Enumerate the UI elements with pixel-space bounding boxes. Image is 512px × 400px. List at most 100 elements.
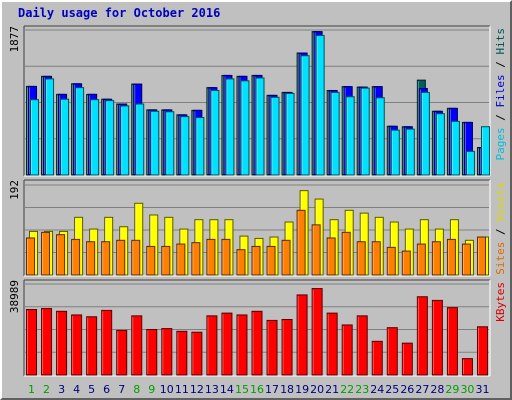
day-label-29: 29 bbox=[445, 383, 459, 396]
bar-pages-28 bbox=[435, 113, 445, 176]
bar-sites-9 bbox=[146, 245, 156, 276]
bar-kbytes-14 bbox=[221, 312, 233, 376]
bar-sites-19 bbox=[296, 209, 306, 276]
legend-item-pages: Pages bbox=[494, 127, 507, 160]
legend-separator: / bbox=[494, 108, 507, 128]
bar-pages-26 bbox=[405, 128, 415, 176]
bar-kbytes-19 bbox=[296, 294, 308, 376]
bar-kbytes-2 bbox=[41, 308, 53, 376]
bar-pages-6 bbox=[105, 100, 115, 176]
bar-pages-2 bbox=[45, 78, 55, 176]
legend-separator: / bbox=[494, 222, 507, 242]
bar-sites-14 bbox=[221, 238, 231, 276]
bar-pages-8 bbox=[135, 103, 145, 176]
bar-sites-27 bbox=[416, 243, 426, 276]
day-label-4: 4 bbox=[73, 383, 80, 396]
day-label-10: 10 bbox=[160, 383, 174, 396]
bar-pages-30 bbox=[465, 150, 475, 176]
bar-sites-20 bbox=[311, 224, 321, 276]
day-label-25: 25 bbox=[385, 383, 399, 396]
bar-sites-12 bbox=[191, 242, 201, 276]
bar-pages-19 bbox=[300, 55, 310, 176]
bar-pages-23 bbox=[360, 87, 370, 176]
bar-sites-17 bbox=[266, 245, 276, 276]
day-label-2: 2 bbox=[43, 383, 50, 396]
chart-title: Daily usage for October 2016 bbox=[18, 6, 221, 20]
day-label-12: 12 bbox=[190, 383, 204, 396]
bar-kbytes-9 bbox=[146, 328, 158, 376]
bar-kbytes-12 bbox=[191, 331, 203, 376]
bar-kbytes-10 bbox=[161, 328, 173, 376]
day-label-11: 11 bbox=[175, 383, 189, 396]
y-axis-max-label-bottom: 38989 bbox=[8, 280, 21, 313]
bar-sites-24 bbox=[371, 241, 381, 276]
bar-pages-7 bbox=[120, 105, 130, 176]
bar-pages-3 bbox=[60, 98, 70, 176]
bar-kbytes-16 bbox=[251, 310, 263, 376]
bar-sites-15 bbox=[236, 249, 246, 276]
bar-pages-10 bbox=[165, 111, 175, 176]
bar-sites-4 bbox=[71, 238, 81, 276]
legend-item-sites: Sites bbox=[494, 242, 507, 275]
day-label-6: 6 bbox=[103, 383, 110, 396]
bar-pages-22 bbox=[345, 96, 355, 176]
bar-sites-8 bbox=[131, 239, 141, 276]
day-label-23: 23 bbox=[355, 383, 369, 396]
day-label-30: 30 bbox=[460, 383, 474, 396]
bar-sites-23 bbox=[356, 241, 366, 276]
legend-item-files: Files bbox=[494, 74, 507, 107]
bar-pages-17 bbox=[270, 96, 280, 176]
day-label-14: 14 bbox=[220, 383, 234, 396]
bar-kbytes-23 bbox=[356, 315, 368, 376]
bar-kbytes-28 bbox=[431, 299, 443, 376]
bar-pages-25 bbox=[390, 129, 400, 176]
day-label-27: 27 bbox=[415, 383, 429, 396]
bar-kbytes-25 bbox=[386, 327, 398, 376]
day-label-1: 1 bbox=[28, 383, 35, 396]
bar-sites-10 bbox=[161, 245, 171, 276]
bar-sites-25 bbox=[386, 246, 396, 276]
bar-pages-18 bbox=[285, 92, 295, 176]
bar-sites-28 bbox=[431, 241, 441, 276]
bar-kbytes-13 bbox=[206, 315, 218, 376]
bar-kbytes-24 bbox=[371, 340, 383, 376]
legend-item-kbytes: KBytes bbox=[494, 282, 507, 322]
day-label-28: 28 bbox=[430, 383, 444, 396]
bar-pages-29 bbox=[450, 120, 460, 176]
bar-kbytes-29 bbox=[446, 307, 458, 376]
bar-sites-30 bbox=[461, 243, 471, 276]
bar-sites-31 bbox=[476, 236, 486, 276]
bar-sites-26 bbox=[401, 250, 411, 276]
bar-sites-11 bbox=[176, 243, 186, 276]
day-label-5: 5 bbox=[88, 383, 95, 396]
bar-pages-11 bbox=[180, 116, 190, 176]
bar-pages-1 bbox=[30, 99, 40, 176]
day-label-21: 21 bbox=[325, 383, 339, 396]
bar-kbytes-8 bbox=[131, 315, 143, 376]
bar-pages-5 bbox=[90, 99, 100, 176]
bar-pages-15 bbox=[240, 80, 250, 176]
day-label-17: 17 bbox=[265, 383, 279, 396]
day-label-26: 26 bbox=[400, 383, 414, 396]
bar-sites-13 bbox=[206, 238, 216, 276]
day-label-31: 31 bbox=[475, 383, 489, 396]
bar-pages-24 bbox=[375, 97, 385, 176]
bar-kbytes-27 bbox=[416, 296, 428, 376]
legend-top: Pages / Files / Hits bbox=[494, 28, 507, 161]
bar-kbytes-7 bbox=[116, 329, 128, 376]
legend-item-hits: Hits bbox=[494, 28, 507, 55]
bar-sites-22 bbox=[341, 231, 351, 276]
bar-kbytes-20 bbox=[311, 288, 323, 376]
bar-kbytes-18 bbox=[281, 318, 293, 376]
bar-pages-4 bbox=[75, 87, 85, 176]
bar-sites-2 bbox=[41, 231, 51, 276]
bar-kbytes-30 bbox=[461, 358, 473, 376]
y-axis-max-label-middle: 192 bbox=[8, 180, 21, 200]
bar-sites-18 bbox=[281, 239, 291, 276]
bar-pages-14 bbox=[225, 78, 235, 176]
bar-pages-20 bbox=[315, 34, 325, 176]
bar-kbytes-11 bbox=[176, 330, 188, 376]
bar-sites-21 bbox=[326, 237, 336, 276]
day-label-18: 18 bbox=[280, 383, 294, 396]
